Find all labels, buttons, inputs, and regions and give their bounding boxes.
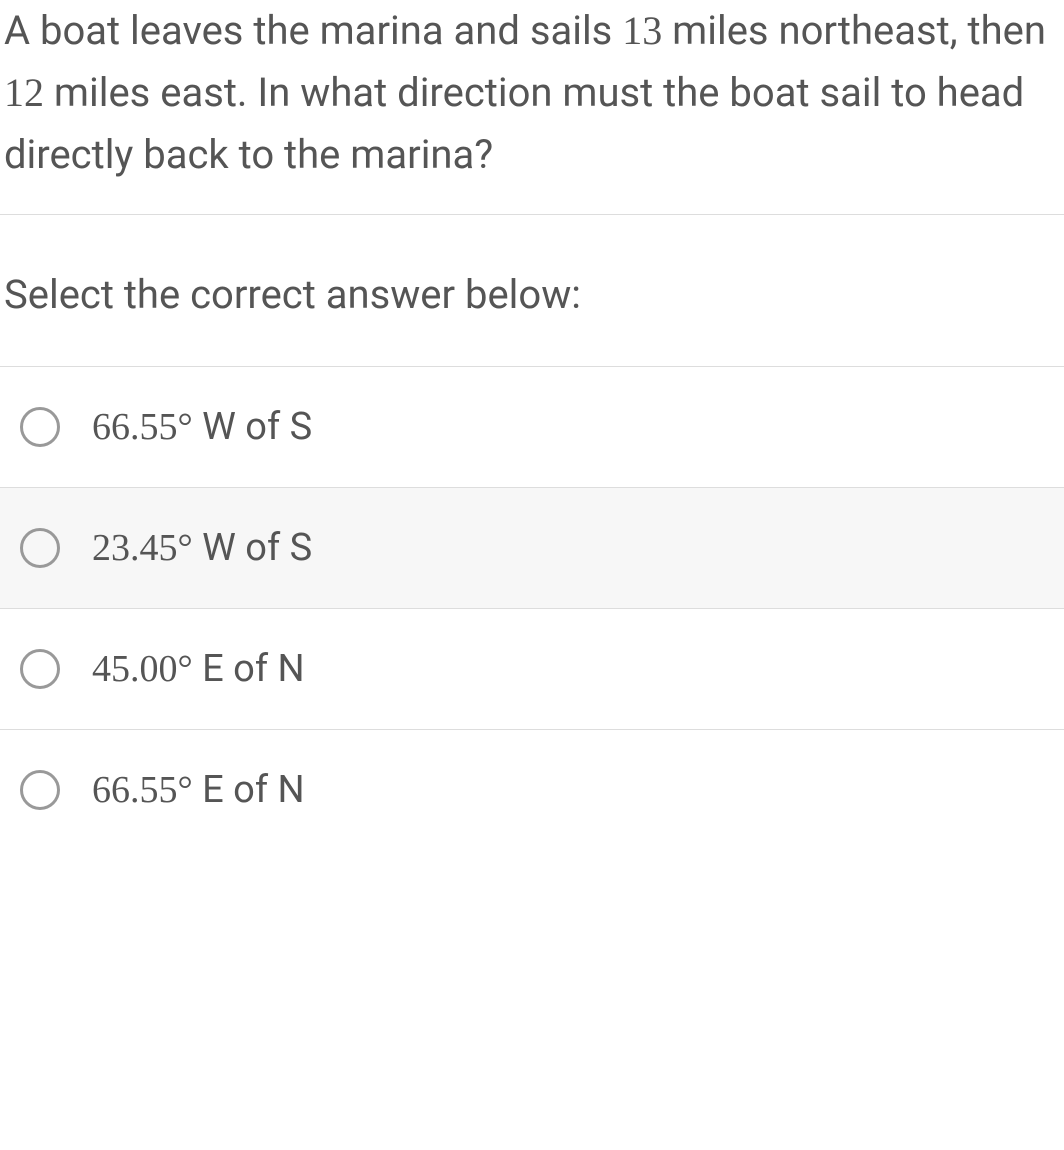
option-label: 45.00° E of N xyxy=(92,647,305,691)
option-label: 66.55° E of N xyxy=(92,768,305,812)
question-part1: A boat leaves the marina and sails xyxy=(4,7,622,54)
question-num2: 12 xyxy=(4,70,44,115)
option-value: 66.55° xyxy=(92,406,193,448)
radio-icon xyxy=(20,528,60,568)
option-direction: E of N xyxy=(193,768,305,812)
option-direction: W of S xyxy=(193,526,312,570)
radio-icon xyxy=(20,407,60,447)
option-value: 23.45° xyxy=(92,527,193,569)
option-value: 45.00° xyxy=(92,648,193,690)
question-part2: miles northeast, then xyxy=(662,7,1046,54)
question-num1: 13 xyxy=(622,8,662,53)
option-direction: W of S xyxy=(193,405,312,449)
option-row-3[interactable]: 45.00° E of N xyxy=(0,608,1064,729)
option-direction: E of N xyxy=(193,647,305,691)
option-row-2[interactable]: 23.45° W of S xyxy=(0,487,1064,608)
option-label: 66.55° W of S xyxy=(92,405,312,449)
radio-icon xyxy=(20,649,60,689)
option-row-1[interactable]: 66.55° W of S xyxy=(0,366,1064,487)
select-prompt: Select the correct answer below: xyxy=(0,215,1064,366)
option-label: 23.45° W of S xyxy=(92,526,312,570)
radio-icon xyxy=(20,770,60,810)
option-value: 66.55° xyxy=(92,769,193,811)
question-part3: miles east. In what direction must the b… xyxy=(4,69,1024,178)
question-text: A boat leaves the marina and sails 13 mi… xyxy=(0,0,1064,214)
option-row-4[interactable]: 66.55° E of N xyxy=(0,729,1064,850)
